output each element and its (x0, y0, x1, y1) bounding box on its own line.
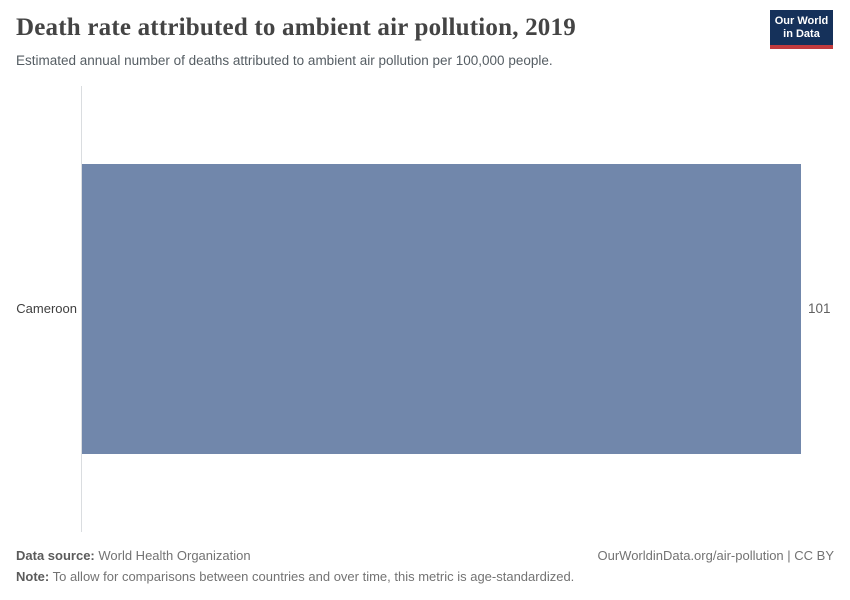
owid-link[interactable]: OurWorldinData.org/air-pollution | CC BY (597, 548, 834, 563)
chart-title: Death rate attributed to ambient air pol… (16, 14, 576, 41)
owid-logo-line1: Our World (774, 14, 829, 27)
plot-area (82, 86, 801, 532)
owid-logo[interactable]: Our World in Data (770, 10, 833, 49)
chart-subtitle: Estimated annual number of deaths attrib… (16, 53, 553, 68)
bar-cameroon[interactable] (82, 164, 801, 454)
owid-logo-line2: in Data (783, 27, 820, 40)
owid-logo-accent (770, 45, 833, 49)
note-line: Note: To allow for comparisons between c… (16, 569, 574, 584)
entity-label-cameroon[interactable]: Cameroon (16, 301, 77, 316)
note-value: To allow for comparisons between countri… (49, 569, 575, 584)
owid-logo-box: Our World in Data (770, 10, 833, 45)
bar-value-label: 101 (808, 301, 831, 316)
y-axis-line (81, 86, 82, 532)
data-source-value: World Health Organization (94, 548, 251, 563)
data-source-label: Data source: (16, 548, 95, 563)
note-label: Note: (16, 569, 50, 584)
data-source-line: Data source: World Health Organization (16, 548, 251, 563)
